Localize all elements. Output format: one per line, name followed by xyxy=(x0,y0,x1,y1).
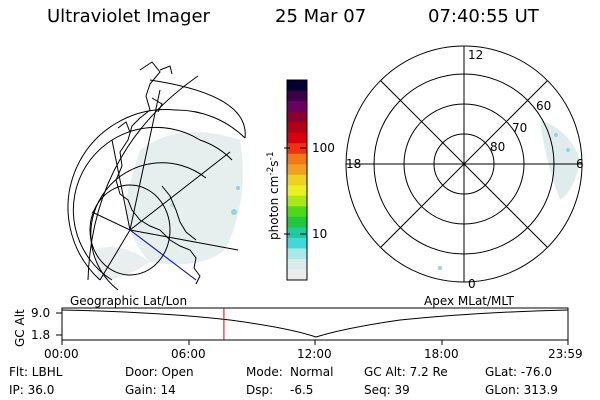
colorbar-cell xyxy=(287,269,307,281)
timeline-xtick-2359: 23:59 xyxy=(548,347,583,361)
info-seq: Seq: 39 xyxy=(364,383,410,397)
colorbar-cell xyxy=(287,237,307,249)
polar-plot xyxy=(345,45,583,283)
lat-label-80: 80 xyxy=(490,140,506,154)
colorbar-cell xyxy=(287,206,307,218)
info-mode-label: Mode: xyxy=(246,365,283,379)
info-gc-alt: GC Alt: 7.2 Re xyxy=(364,365,448,379)
timeline-axis-label: GC Alt xyxy=(13,309,27,347)
mlt-label-6: 6 xyxy=(576,157,584,171)
colorbar-cell xyxy=(287,90,307,102)
apex-label: Apex MLat/MLT xyxy=(424,294,514,308)
lat-arc-top xyxy=(149,79,246,139)
info-glon: GLon: 313.9 xyxy=(485,383,558,397)
colorbar-frame xyxy=(286,79,308,281)
colorbar-cell xyxy=(287,174,307,186)
timeline-ytick-low: 1.8 xyxy=(31,328,51,342)
lat-label-60: 60 xyxy=(536,99,552,113)
time-label: 07:40:55 UT xyxy=(428,6,539,27)
geographic-label: Geographic Lat/Lon xyxy=(70,294,188,308)
coastline xyxy=(115,61,201,285)
colorbar-cell xyxy=(287,216,307,228)
colorbar xyxy=(286,79,308,281)
timeline-ytick-high: 9.0 xyxy=(31,306,51,320)
info-flt: Flt: LBHL xyxy=(9,365,63,379)
info-dsp-label: Dsp: xyxy=(246,383,274,397)
mlt-label-12: 12 xyxy=(468,48,484,62)
colorbar-cell xyxy=(287,258,307,270)
info-gain: Gain: 14 xyxy=(125,383,176,397)
aurora-haze xyxy=(95,132,243,281)
geographic-map xyxy=(67,61,246,291)
timeline-xtick-0600: 06:00 xyxy=(171,347,206,361)
mlt-label-18: 18 xyxy=(346,157,362,171)
colorbar-label: photon cm-2s-1 xyxy=(266,151,281,240)
colorbar-cell xyxy=(287,227,307,239)
colorbar-ticks xyxy=(284,147,306,235)
colorbar-tick-100: 100 xyxy=(312,141,335,155)
info-mode-value: Normal xyxy=(290,365,334,379)
colorbar-tick-10: 10 xyxy=(312,227,328,241)
colorbar-cell xyxy=(287,132,307,144)
timeline-plot xyxy=(56,307,569,345)
lat-arc-outer xyxy=(87,75,199,281)
info-ip: IP: 36.0 xyxy=(9,383,55,397)
altitude-curve xyxy=(61,309,569,338)
colorbar-cell xyxy=(287,153,307,165)
info-door: Door: Open xyxy=(125,365,194,379)
timeline-xtick-1200: 12:00 xyxy=(297,347,332,361)
timeline-xtick-1800: 18:00 xyxy=(424,347,459,361)
polar-haze xyxy=(438,120,580,270)
colorbar-cell xyxy=(287,122,307,134)
info-glat: GLat: -76.0 xyxy=(485,365,552,379)
lat-label-70: 70 xyxy=(512,121,528,135)
colorbar-cell xyxy=(287,248,307,260)
colorbar-cell xyxy=(287,185,307,197)
colorbar-cell xyxy=(287,164,307,176)
colorbar-cell xyxy=(287,80,307,92)
date-label: 25 Mar 07 xyxy=(275,6,367,27)
colorbar-cell xyxy=(287,195,307,207)
colorbar-cell xyxy=(287,101,307,113)
colorbar-cell xyxy=(287,111,307,123)
info-dsp-value: -6.5 xyxy=(290,383,314,397)
colorbar-cell xyxy=(287,143,307,155)
app-title: Ultraviolet Imager xyxy=(47,6,210,27)
mlt-label-0: 0 xyxy=(468,277,476,291)
timeline-xtick-0000: 00:00 xyxy=(44,347,79,361)
